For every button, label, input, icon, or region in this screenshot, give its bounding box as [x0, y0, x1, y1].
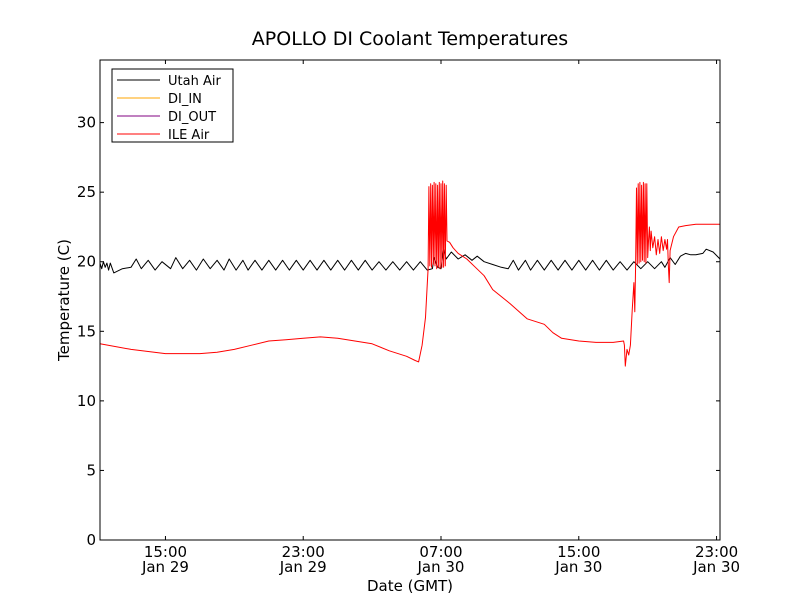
x-tick-time-label: 15:00	[557, 543, 600, 561]
legend-label-di-out: DI_OUT	[168, 110, 216, 125]
series-line-utah-air	[99, 248, 721, 274]
y-tick-label: 20	[77, 253, 96, 271]
y-tick-label: 25	[77, 183, 96, 201]
legend-label-ile-air: ILE Air	[168, 128, 210, 143]
x-tick-time-label: 23:00	[695, 543, 738, 561]
legend: Utah Air DI_IN DI_OUT ILE Air	[111, 68, 234, 143]
y-axis-label: Temperature (C)	[55, 239, 73, 362]
series-layer	[99, 180, 721, 367]
x-axis-label: Date (GMT)	[367, 577, 453, 595]
series-line-ile-air	[99, 180, 720, 367]
x-tick-date-label: Jan 29	[141, 558, 189, 576]
x-tick-date-label: Jan 30	[417, 558, 465, 576]
x-tick-date-label: Jan 30	[554, 558, 602, 576]
x-tick-time-label: 15:00	[144, 543, 187, 561]
y-tick-label: 5	[86, 461, 96, 479]
y-tick-label: 15	[77, 322, 96, 340]
y-tick-label: 10	[77, 392, 96, 410]
legend-label-utah-air: Utah Air	[168, 74, 221, 89]
y-tick-label: 30	[77, 114, 96, 132]
x-tick-time-label: 23:00	[282, 543, 325, 561]
y-tick-label: 0	[86, 531, 96, 549]
legend-label-di-in: DI_IN	[168, 92, 202, 107]
x-tick-date-label: Jan 29	[279, 558, 327, 576]
x-tick-time-label: 07:00	[419, 543, 462, 561]
x-tick-date-label: Jan 30	[692, 558, 740, 576]
chart-title: APOLLO DI Coolant Temperatures	[252, 28, 568, 50]
plot-frame	[99, 59, 721, 541]
legend-box	[111, 68, 234, 143]
